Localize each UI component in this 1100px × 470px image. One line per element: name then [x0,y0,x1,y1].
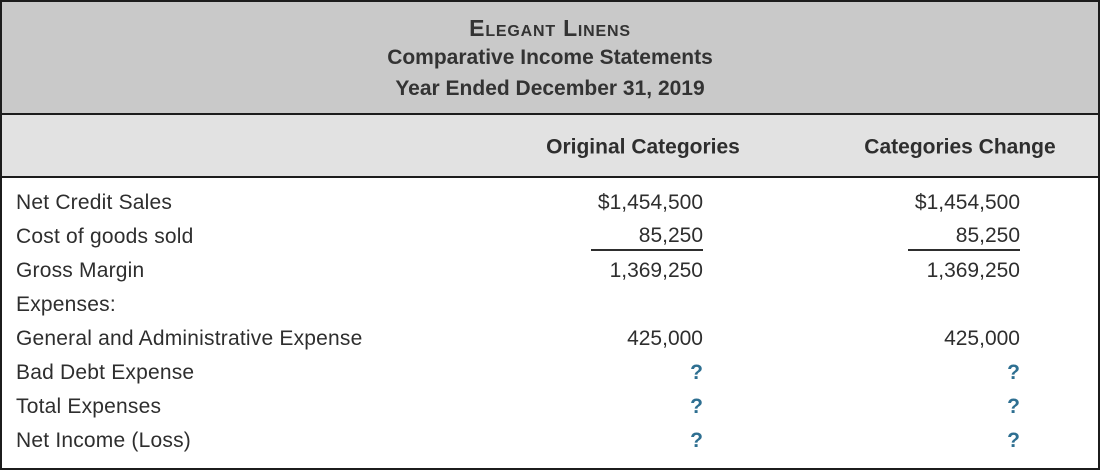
row-label: General and Administrative Expense [16,327,363,350]
column-header-categories-change: Categories Change [864,134,1056,158]
statement-title: Comparative Income Statements [387,46,713,70]
table-row-expenses-heading: Expenses: [2,288,1098,322]
original-value-unknown: ? [690,429,703,452]
statement-header: Elegant Linens Comparative Income Statem… [2,2,1098,115]
table-row-general-admin-expense: General and Administrative Expense 425,0… [2,322,1098,356]
original-value: 85,250 [513,224,703,251]
change-value: $1,454,500 [914,191,1020,214]
company-name: Elegant Linens [469,14,631,41]
table-row-net-income-loss: Net Income (Loss) ? ? [2,424,1098,458]
original-value: 1,369,250 [609,259,703,282]
original-value: 425,000 [627,327,703,350]
row-label: Cost of goods sold [16,225,194,248]
statement-period: Year Ended December 31, 2019 [395,76,705,100]
table-row-net-credit-sales: Net Credit Sales $1,454,500 $1,454,500 [2,186,1098,220]
original-value-unknown: ? [690,361,703,384]
original-value-unknown: ? [690,395,703,418]
change-value-unknown: ? [1007,395,1020,418]
change-value: 425,000 [944,327,1020,350]
column-header-row: Original Categories Categories Change [2,115,1098,178]
original-value: $1,454,500 [597,191,703,214]
table-row-cost-of-goods-sold: Cost of goods sold 85,250 85,250 [2,220,1098,254]
statement-body: Net Credit Sales $1,454,500 $1,454,500 C… [2,178,1098,458]
column-header-original-categories: Original Categories [546,134,740,158]
underlined-amount: 85,250 [908,224,1020,251]
change-value-unknown: ? [1007,429,1020,452]
underlined-amount: 85,250 [591,224,703,251]
change-value-unknown: ? [1007,361,1020,384]
row-label: Gross Margin [16,259,145,282]
row-label: Expenses: [16,293,116,316]
table-row-bad-debt-expense: Bad Debt Expense ? ? [2,356,1098,390]
table-row-gross-margin: Gross Margin 1,369,250 1,369,250 [2,254,1098,288]
row-label: Net Income (Loss) [16,429,191,452]
row-label: Total Expenses [16,395,162,418]
table-row-total-expenses: Total Expenses ? ? [2,390,1098,424]
change-value: 1,369,250 [926,259,1020,282]
change-value: 85,250 [703,224,1020,251]
row-label: Net Credit Sales [16,191,173,214]
row-label: Bad Debt Expense [16,361,195,384]
